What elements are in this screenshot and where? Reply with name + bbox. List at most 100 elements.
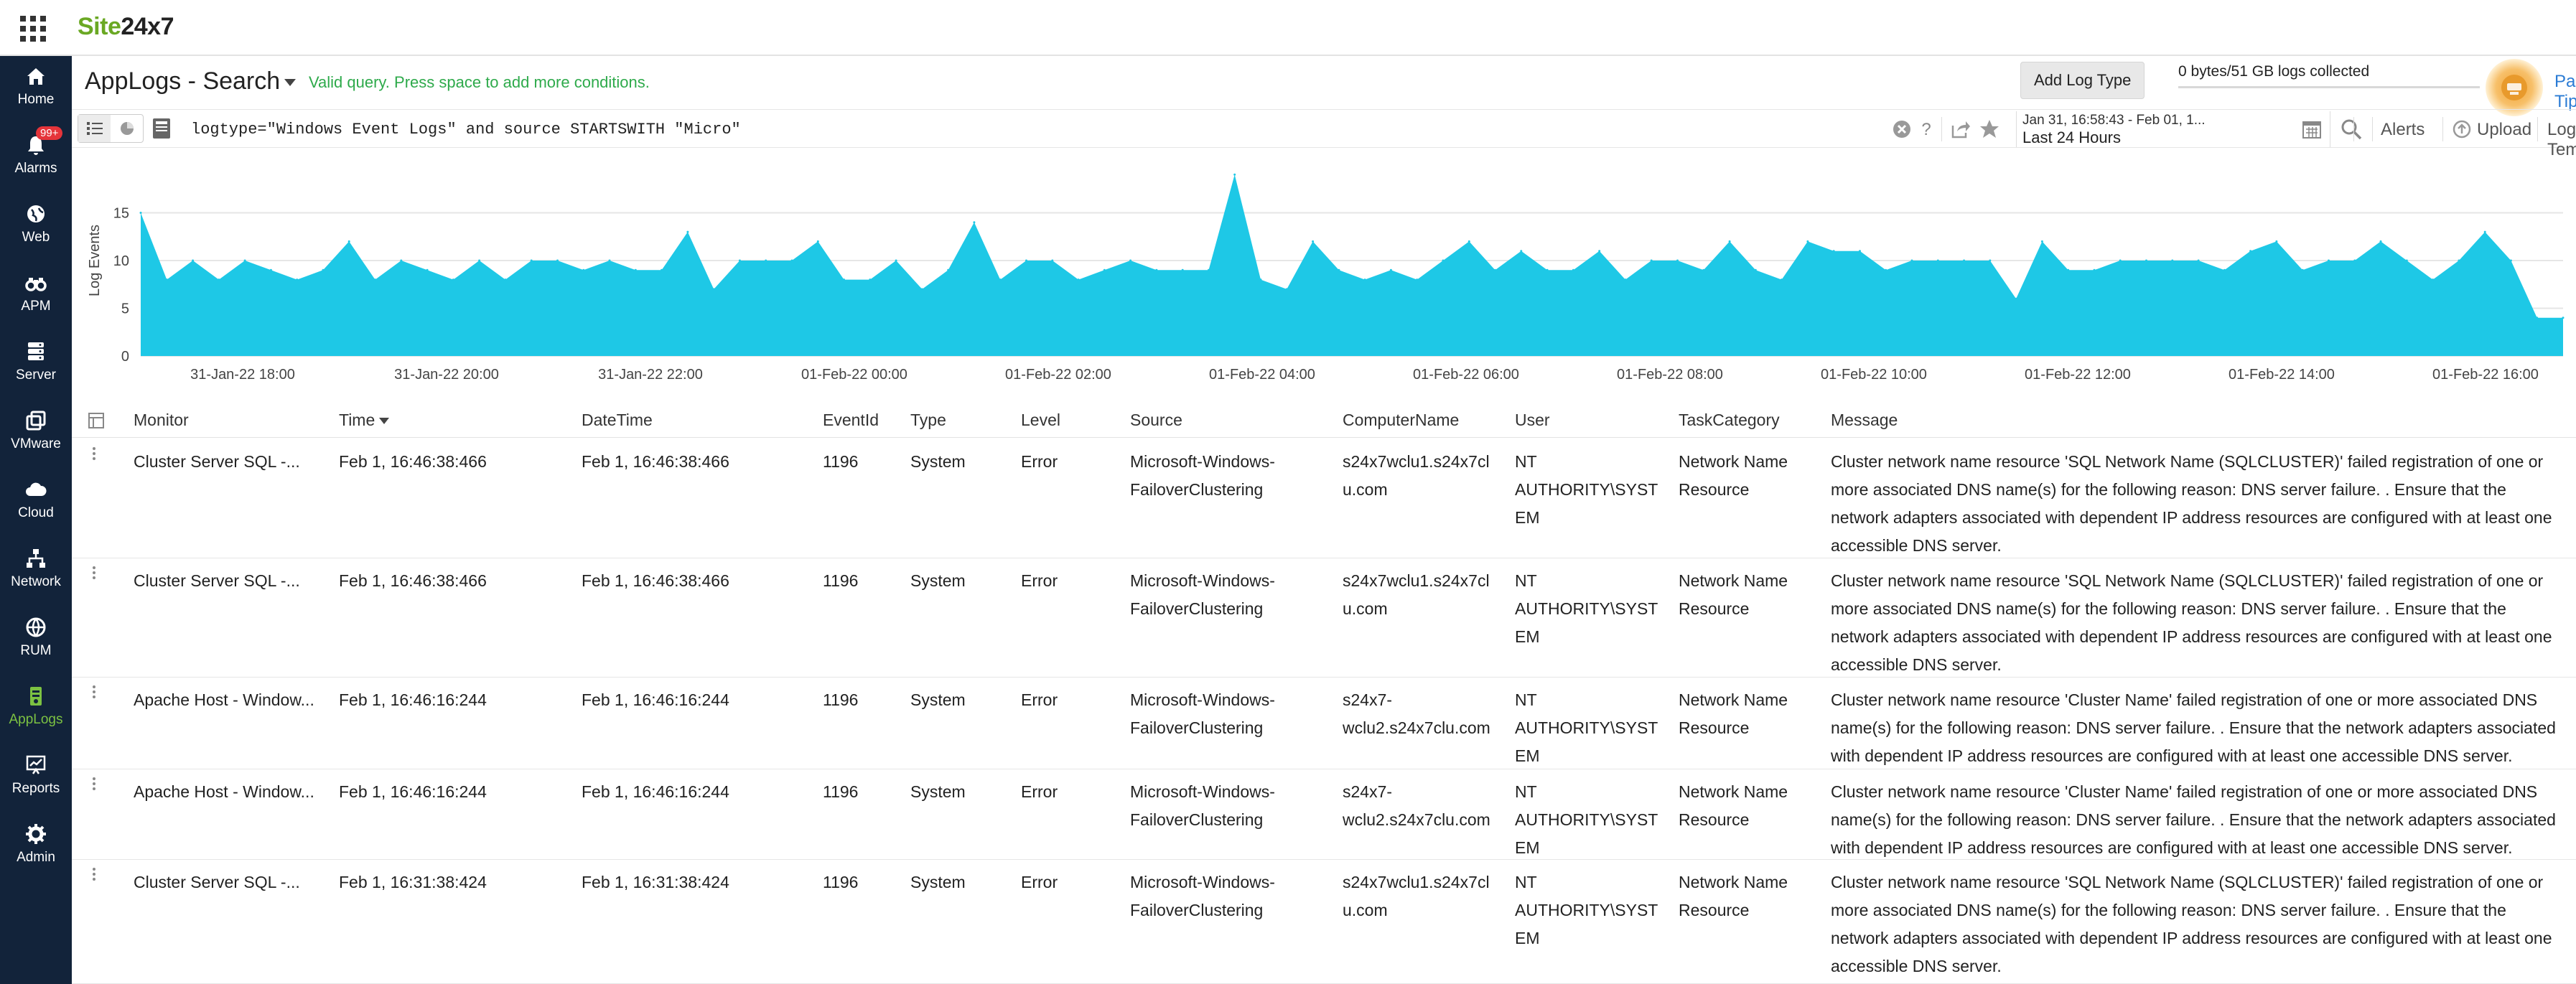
alerts-link[interactable]: Alerts [2381, 120, 2425, 139]
column-datetime[interactable]: DateTime [582, 411, 653, 429]
data-point[interactable] [790, 259, 793, 262]
data-point[interactable] [1155, 268, 1158, 271]
data-point[interactable] [1312, 240, 1315, 243]
column-chooser-icon[interactable] [88, 412, 105, 429]
table-row[interactable]: Cluster Server SQL -... Feb 1, 16:31:38:4… [72, 860, 2576, 984]
data-point[interactable] [1702, 268, 1705, 271]
data-point[interactable] [1910, 259, 1913, 262]
column-monitor[interactable]: Monitor [134, 411, 189, 429]
data-point[interactable] [2405, 259, 2408, 262]
data-point[interactable] [192, 259, 195, 262]
sidebar-item-admin[interactable]: Admin [0, 817, 72, 886]
data-point[interactable] [2093, 268, 2096, 271]
column-user[interactable]: User [1515, 411, 1550, 429]
data-point[interactable] [1728, 240, 1731, 243]
add-log-type-button[interactable]: Add Log Type [2020, 62, 2145, 99]
sidebar-item-reports[interactable]: Reports [0, 748, 72, 817]
data-point[interactable] [1494, 268, 1496, 271]
log-events-area[interactable] [141, 174, 2563, 356]
data-point[interactable] [2119, 259, 2122, 262]
data-point[interactable] [869, 278, 872, 281]
data-point[interactable] [1338, 268, 1340, 271]
data-point[interactable] [1754, 268, 1757, 271]
row-menu-icon[interactable] [89, 866, 99, 887]
data-point[interactable] [165, 278, 168, 281]
data-point[interactable] [2275, 240, 2278, 243]
data-point[interactable] [243, 259, 246, 262]
data-point[interactable] [1129, 259, 1132, 262]
data-point[interactable] [2562, 317, 2565, 319]
data-point[interactable] [1389, 268, 1392, 271]
data-point[interactable] [530, 259, 533, 262]
sidebar-item-network[interactable]: Network [0, 541, 72, 610]
sidebar-item-rum[interactable]: RUM [0, 610, 72, 679]
row-menu-icon[interactable] [89, 775, 99, 797]
data-point[interactable] [999, 278, 1002, 281]
data-point[interactable] [2458, 259, 2460, 262]
data-point[interactable] [1572, 268, 1574, 271]
data-point[interactable] [1077, 278, 1080, 281]
data-point[interactable] [765, 259, 767, 262]
data-point[interactable] [2171, 259, 2174, 262]
page-tips-link[interactable]: Page Tips [2554, 72, 2576, 111]
data-point[interactable] [2328, 259, 2330, 262]
data-point[interactable] [661, 268, 663, 271]
data-point[interactable] [2015, 297, 2017, 300]
data-point[interactable] [2197, 259, 2200, 262]
data-point[interactable] [895, 259, 897, 262]
data-point[interactable] [1832, 250, 1835, 253]
data-point[interactable] [582, 268, 585, 271]
data-point[interactable] [712, 288, 715, 291]
data-point[interactable] [478, 259, 481, 262]
column-time[interactable]: Time [339, 411, 390, 430]
chart-view-toggle[interactable] [111, 115, 143, 142]
page-tips-icon[interactable] [2498, 72, 2530, 103]
data-point[interactable] [1520, 250, 1523, 253]
data-point[interactable] [2432, 278, 2435, 281]
column-computername[interactable]: ComputerName [1343, 411, 1460, 429]
data-point[interactable] [843, 278, 845, 281]
table-row[interactable]: Cluster Server SQL -... Feb 1, 16:46:38:4… [72, 439, 2576, 558]
sidebar-item-applogs[interactable]: AppLogs [0, 679, 72, 748]
upload-link[interactable]: Upload [2477, 120, 2532, 139]
column-source[interactable]: Source [1130, 411, 1182, 429]
data-point[interactable] [296, 278, 299, 281]
data-point[interactable] [1963, 259, 1966, 262]
query-input[interactable] [190, 116, 1949, 143]
data-point[interactable] [1208, 268, 1210, 271]
column-taskcategory[interactable]: TaskCategory [1679, 411, 1780, 429]
data-point[interactable] [2509, 259, 2512, 262]
sidebar-item-apm[interactable]: APM [0, 266, 72, 334]
column-eventid[interactable]: EventId [823, 411, 879, 429]
data-point[interactable] [2067, 268, 2070, 271]
data-point[interactable] [2249, 250, 2252, 253]
column-type[interactable]: Type [910, 411, 946, 429]
data-point[interactable] [1781, 278, 1783, 281]
column-level[interactable]: Level [1021, 411, 1060, 429]
data-point[interactable] [504, 278, 507, 281]
data-point[interactable] [139, 212, 142, 214]
sidebar-item-vmware[interactable]: VMware [0, 403, 72, 472]
data-point[interactable] [1650, 259, 1653, 262]
log-templates-link[interactable]: Log Templates [2547, 120, 2576, 159]
data-point[interactable] [1885, 268, 1887, 271]
calendar-icon[interactable] [2301, 118, 2323, 140]
sidebar-item-server[interactable]: Server [0, 334, 72, 403]
data-point[interactable] [2301, 268, 2304, 271]
sidebar-item-alarms[interactable]: 99+ Alarms [0, 126, 72, 197]
data-point[interactable] [1989, 259, 1992, 262]
data-point[interactable] [218, 278, 220, 281]
data-point[interactable] [347, 240, 350, 243]
sidebar-item-web[interactable]: Web [0, 197, 72, 266]
data-point[interactable] [1806, 240, 1809, 243]
data-point[interactable] [1416, 278, 1419, 281]
star-icon[interactable] [1979, 118, 2000, 140]
data-point[interactable] [374, 278, 376, 281]
data-point[interactable] [947, 268, 950, 271]
data-point[interactable] [1285, 288, 1288, 291]
data-point[interactable] [686, 230, 689, 233]
data-point[interactable] [1936, 259, 1939, 262]
share-icon[interactable] [1950, 118, 1971, 140]
row-menu-icon[interactable] [89, 564, 99, 586]
data-point[interactable] [1233, 173, 1236, 176]
